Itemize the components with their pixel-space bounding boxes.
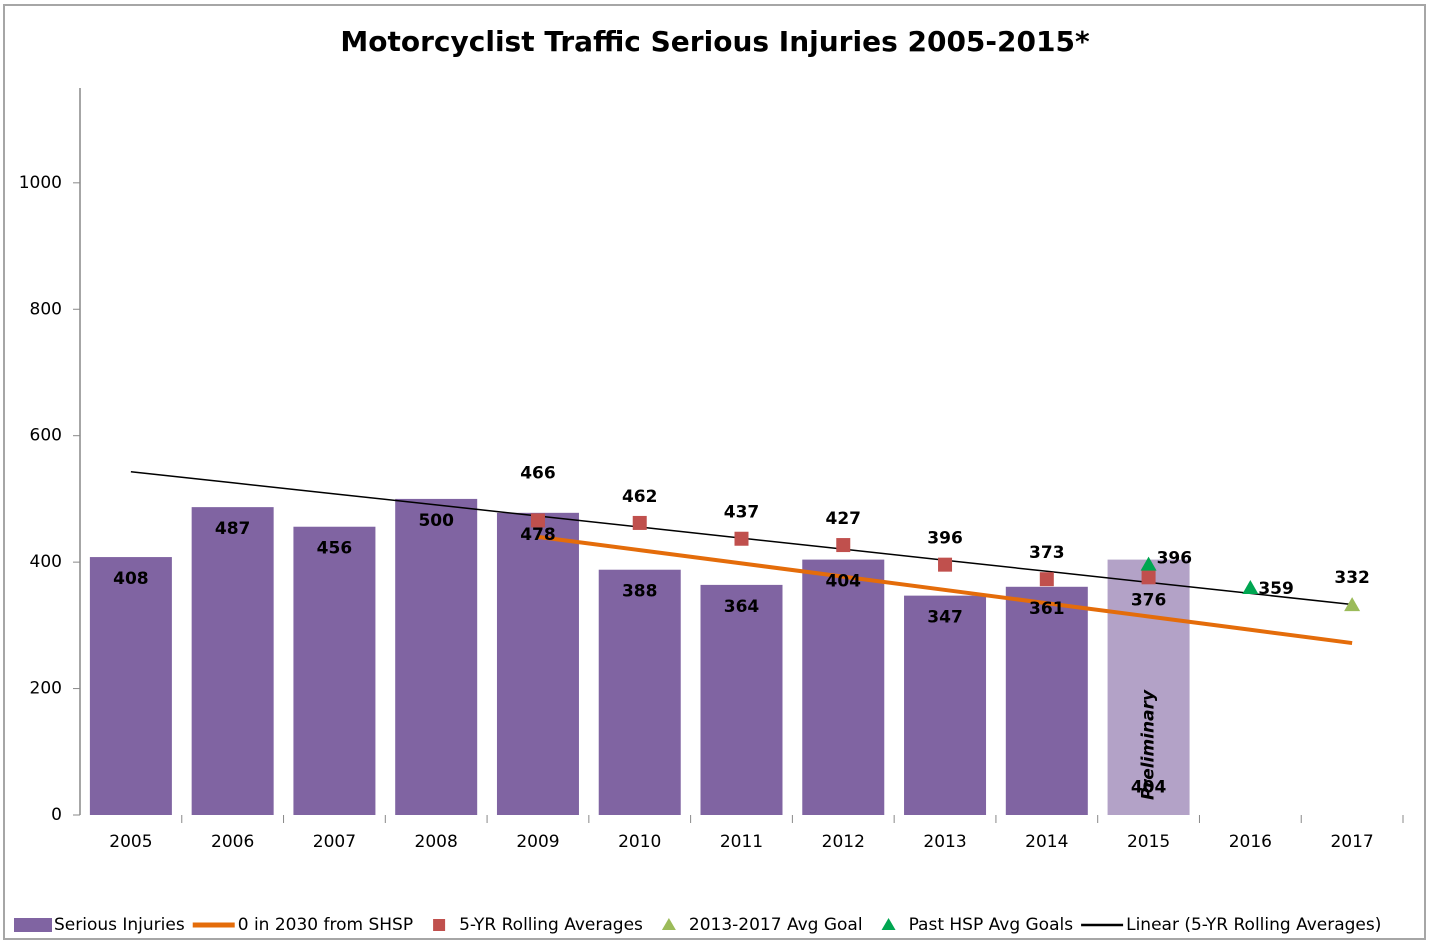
y-tick-label: 1000: [19, 173, 62, 193]
line: [537, 534, 1353, 646]
marker: [632, 515, 647, 530]
legend-label: 2013-2017 Avg Goal: [689, 915, 863, 935]
x-tick-label: 2011: [720, 832, 763, 852]
annotation: Preliminary: [1139, 689, 1159, 800]
y-tick-label: 800: [30, 299, 62, 319]
y-tick-label: 600: [30, 426, 62, 446]
x-tick-label: 2014: [1025, 832, 1068, 852]
x-tick-label: 2008: [415, 832, 458, 852]
bar: [598, 569, 681, 815]
data-label: 373: [1029, 543, 1065, 563]
data-label: 478: [520, 525, 556, 545]
x-tick-label: 2005: [109, 832, 152, 852]
marker: [530, 513, 545, 528]
legend-swatch: [661, 918, 676, 930]
data-label: 396: [1157, 549, 1193, 569]
x-tick-label: 2006: [211, 832, 254, 852]
data-label: 404: [1131, 778, 1167, 798]
bar: [496, 512, 579, 815]
marker: [734, 531, 749, 546]
data-label: 364: [724, 597, 760, 617]
bar: [1005, 586, 1088, 815]
data-label: 427: [826, 509, 862, 529]
marker: [1141, 570, 1156, 585]
legend-label: 0 in 2030 from SHSP: [238, 915, 413, 935]
marker: [1140, 556, 1157, 571]
bar: [293, 526, 376, 815]
x-tick-label: 2017: [1330, 832, 1373, 852]
bar: [700, 584, 783, 815]
marker: [938, 557, 953, 572]
x-tick-label: 2012: [822, 832, 865, 852]
legend-label: 5-YR Rolling Averages: [459, 915, 643, 935]
legend-label: Serious Injuries: [54, 915, 185, 935]
x-tick-label: 2016: [1229, 832, 1272, 852]
marker: [1242, 580, 1259, 595]
data-label: 408: [113, 569, 149, 589]
bar: [1107, 559, 1190, 815]
y-tick-label: 0: [51, 805, 62, 825]
marker: [1039, 572, 1054, 587]
data-label: 466: [520, 463, 556, 483]
data-label: 347: [927, 608, 963, 628]
data-label: 332: [1334, 568, 1370, 588]
x-tick-label: 2009: [516, 832, 559, 852]
bar: [395, 498, 478, 815]
data-label: 437: [724, 503, 760, 523]
bar: [191, 507, 274, 815]
y-tick-label: 400: [30, 552, 62, 572]
chart-title: Motorcyclist Traffic Serious Injuries 20…: [340, 25, 1090, 58]
legend-swatch: [14, 918, 52, 932]
legend-swatch: [433, 919, 446, 931]
data-label: 376: [1131, 590, 1167, 610]
marker: [836, 538, 851, 553]
data-label: 487: [215, 519, 251, 539]
bar: [802, 559, 885, 815]
x-tick-label: 2015: [1127, 832, 1170, 852]
bar: [904, 595, 987, 815]
legend-label: Linear (5-YR Rolling Averages): [1126, 915, 1381, 935]
legend-label: Past HSP Avg Goals: [909, 915, 1074, 935]
x-tick-label: 2013: [923, 832, 966, 852]
data-label: 500: [418, 511, 454, 531]
y-tick-label: 200: [30, 679, 62, 699]
marker: [1344, 597, 1361, 612]
legend-swatch: [881, 918, 896, 930]
bar: [89, 557, 172, 815]
data-label: 404: [826, 572, 862, 592]
x-tick-label: 2010: [618, 832, 661, 852]
data-label: 361: [1029, 599, 1065, 619]
data-label: 388: [622, 582, 658, 602]
x-tick-label: 2007: [313, 832, 356, 852]
data-label: 396: [927, 529, 963, 549]
data-label: 456: [317, 539, 353, 559]
data-label: 359: [1258, 579, 1294, 599]
data-label: 462: [622, 487, 658, 507]
